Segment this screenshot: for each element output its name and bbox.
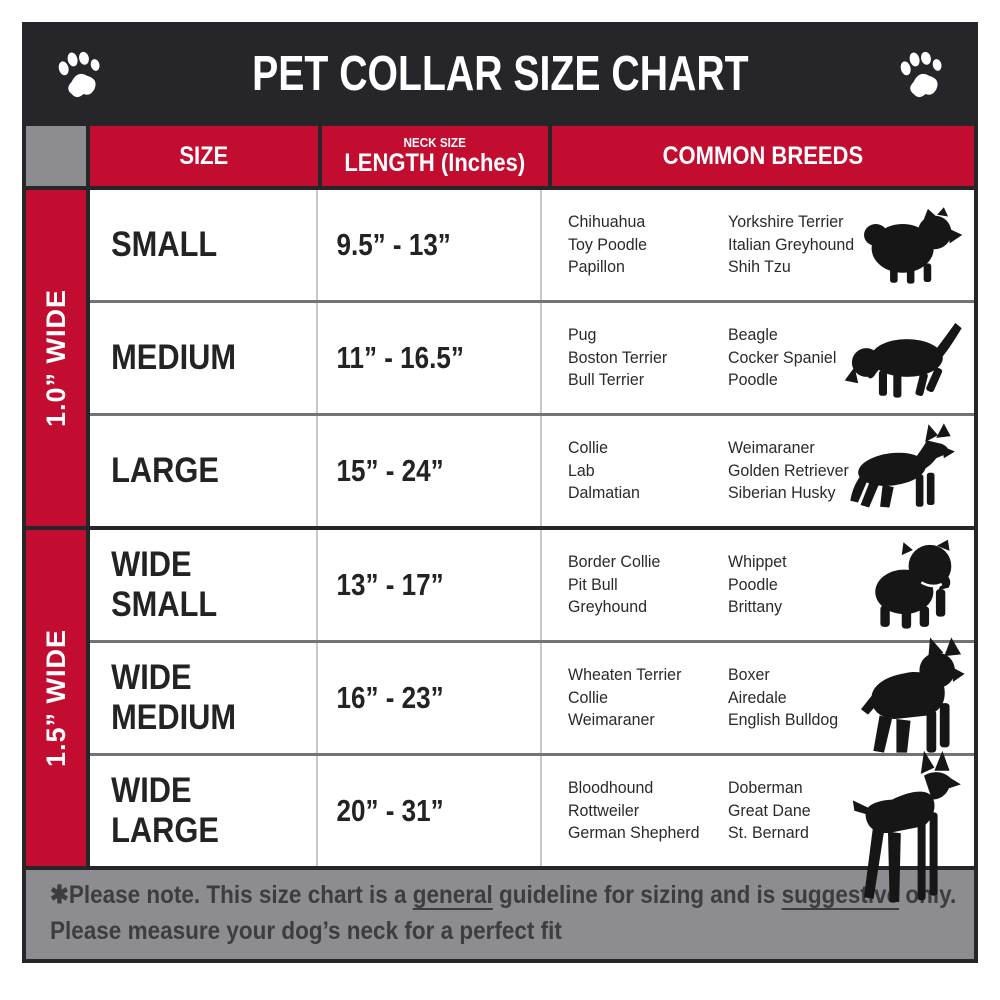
row-size-label: MEDIUM <box>111 337 237 377</box>
row-size-label: WIDE LARGE <box>111 770 219 850</box>
paw-icon <box>900 51 942 98</box>
row-length-value: 13” - 17” <box>336 567 444 602</box>
width-bar-label: 1.0” WIDE <box>40 288 71 428</box>
column-header-row: SIZE NECK SIZE LENGTH (Inches) COMMON BR… <box>26 126 974 186</box>
note-line-2: Please measure your dog’s neck for a per… <box>50 916 562 945</box>
chart-frame: PET COLLAR SIZE CHART SIZE NECK SIZE LEN… <box>22 22 978 963</box>
row-size-label: WIDE MEDIUM <box>111 657 237 737</box>
pomeranian-dog-silhouette <box>863 207 963 284</box>
paw-icon <box>58 51 100 98</box>
footer-note: ✱Please note. This size chart is a gener… <box>26 870 974 959</box>
table-row-wide-small: WIDE SMALL 13” - 17” Border Collie Pit B… <box>90 530 974 640</box>
breeds-column-2: Beagle Cocker Spaniel Poodle <box>728 324 837 390</box>
table-row-wide-medium: WIDE MEDIUM 16” - 23” Wheaten Terrier Co… <box>90 637 974 753</box>
breeds-column-1: Collie Lab Dalmatian <box>568 437 640 503</box>
breeds-column-2: Whippet Poodle Brittany <box>728 551 787 617</box>
column-header-size: SIZE <box>90 126 318 186</box>
width-bar-1-5: 1.5” WIDE <box>26 530 86 866</box>
width-bar-label: 1.5” WIDE <box>40 628 71 768</box>
german-shepherd-dog-silhouette <box>849 423 955 508</box>
table-row-large: LARGE 15” - 24” Collie Lab Dalmatian Wei… <box>90 413 974 526</box>
row-size-label: LARGE <box>111 450 219 490</box>
column-header-breeds: COMMON BREEDS <box>552 126 974 186</box>
bulldog-dog-silhouette <box>875 539 952 629</box>
row-length-value: 9.5” - 13” <box>336 227 451 262</box>
breeds-column-1: Border Collie Pit Bull Greyhound <box>568 551 661 617</box>
width-bar-1-0: 1.0” WIDE <box>26 190 86 526</box>
breeds-column-2: Doberman Great Dane St. Bernard <box>728 777 811 843</box>
row-size-label: WIDE SMALL <box>111 544 218 624</box>
page-title: PET COLLAR SIZE CHART <box>251 47 749 101</box>
doberman-dog-silhouette <box>852 750 961 902</box>
corner-spacer-cell <box>26 126 86 186</box>
breeds-column-1: Bloodhound Rottweiler German Shepherd <box>568 777 700 843</box>
breeds-column-2: Yorkshire Terrier Italian Greyhound Shih… <box>728 211 855 277</box>
section-1-0-wide: 1.0” WIDE SMALL 9.5” - 13” Chihuahua Toy… <box>26 190 974 526</box>
table-row-medium: MEDIUM 11” - 16.5” Pug Boston Terrier Bu… <box>90 300 974 413</box>
breeds-column-2: Boxer Airedale English Bulldog <box>728 664 839 730</box>
title-bar: PET COLLAR SIZE CHART <box>26 26 974 122</box>
table-row-small: SMALL 9.5” - 13” Chihuahua Toy Poodle Pa… <box>90 190 974 300</box>
breeds-column-2: Weimaraner Golden Retriever Siberian Hus… <box>728 437 849 503</box>
beagle-dog-silhouette <box>844 322 962 398</box>
breeds-column-1: Chihuahua Toy Poodle Papillon <box>568 211 648 277</box>
length-label: LENGTH (Inches) <box>344 149 526 178</box>
section-1-5-wide: 1.5” WIDE WIDE SMALL 13” - 17” Border Co… <box>26 530 974 902</box>
row-length-value: 11” - 16.5” <box>336 340 464 375</box>
note-line-1: ✱Please note. This size chart is a gener… <box>50 881 957 909</box>
column-header-length: NECK SIZE LENGTH (Inches) <box>322 126 548 186</box>
table-row-wide-large: WIDE LARGE 20” - 31” Bloodhound Rottweil… <box>90 750 974 902</box>
row-size-label: SMALL <box>111 224 218 264</box>
row-length-value: 16” - 23” <box>336 680 444 715</box>
row-length-value: 15” - 24” <box>336 453 444 488</box>
breeds-column-1: Wheaten Terrier Collie Weimaraner <box>568 664 682 730</box>
breeds-column-1: Pug Boston Terrier Bull Terrier <box>568 324 668 390</box>
row-length-value: 20” - 31” <box>336 793 444 828</box>
pit-bull-dog-silhouette <box>860 637 965 753</box>
neck-size-sublabel: NECK SIZE <box>403 134 467 150</box>
